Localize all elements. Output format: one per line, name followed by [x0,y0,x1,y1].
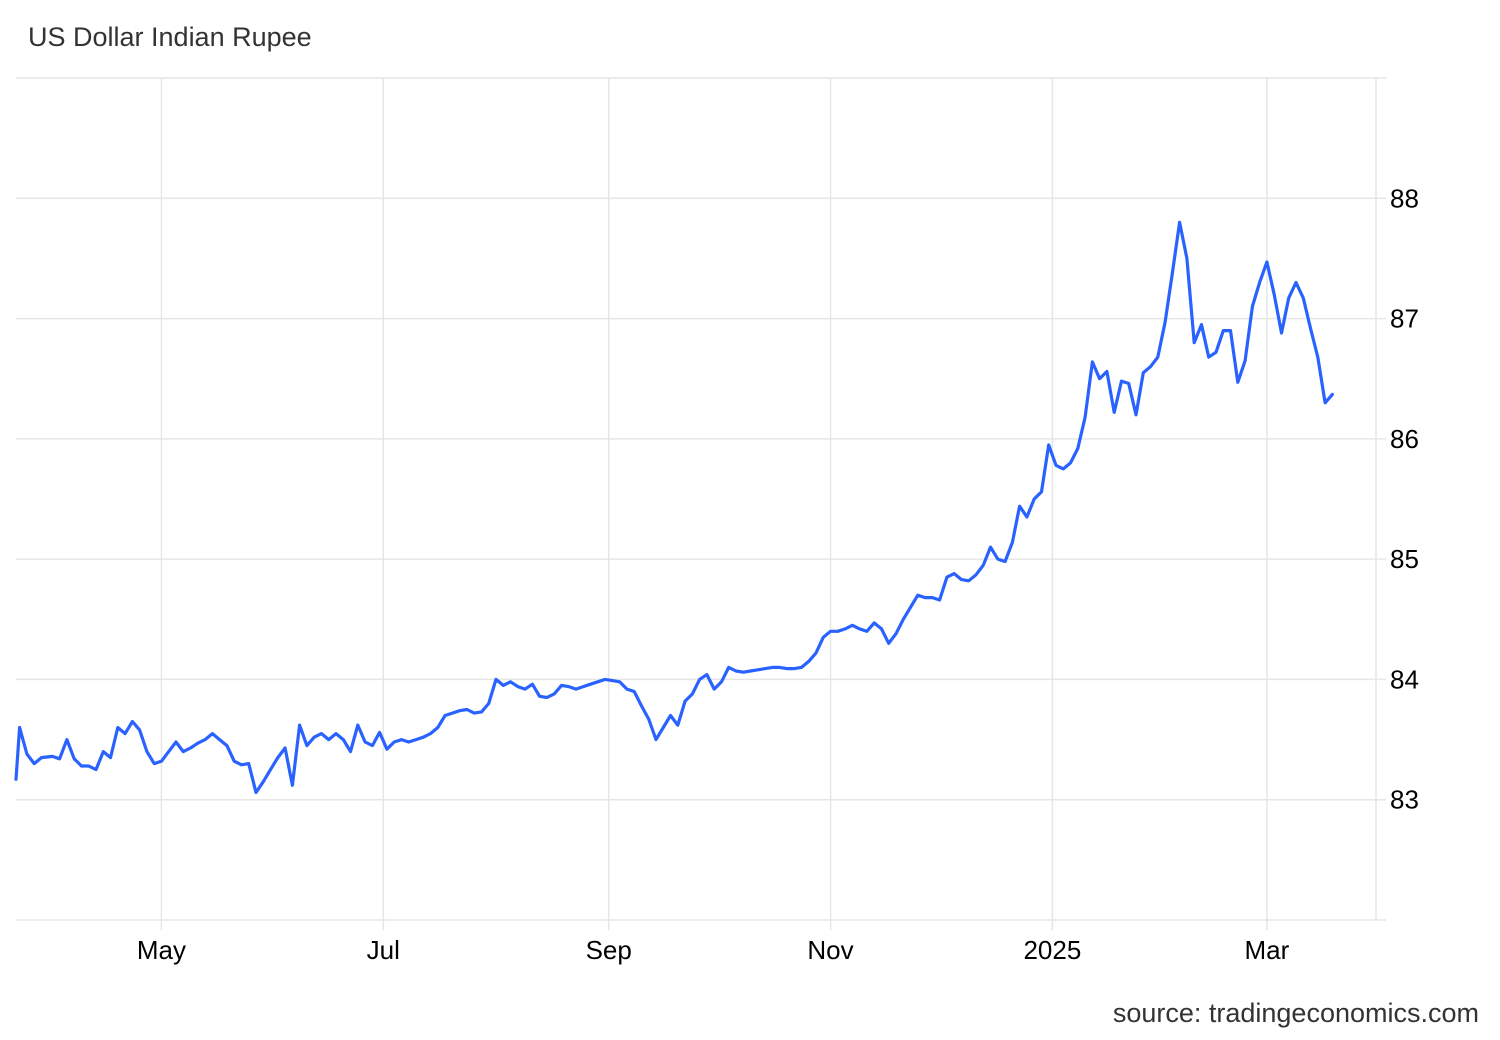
x-tick-label: May [137,935,186,965]
y-tick-label: 85 [1390,544,1419,574]
axis-layer [16,77,1386,930]
x-tick-label: Jul [367,935,400,965]
label-layer: 83 84 85 86 87 88 May Jul Sep Nov 2025 Mar [137,183,1419,965]
y-tick-label: 88 [1390,183,1419,213]
y-tick-label: 84 [1390,664,1419,694]
x-tick-label: Nov [807,935,853,965]
x-tick-label: Mar [1245,935,1290,965]
y-tick-label: 86 [1390,424,1419,454]
y-tick-label: 87 [1390,304,1419,334]
chart-title: US Dollar Indian Rupee [28,22,312,52]
series-line [14,220,1335,795]
grid-layer [16,78,1386,920]
x-tick-label: Sep [586,935,632,965]
line-layer [14,220,1335,795]
chart-source: source: tradingeconomics.com [1112,998,1479,1028]
x-tick-label: 2025 [1023,935,1081,965]
y-tick-label: 83 [1390,785,1419,815]
